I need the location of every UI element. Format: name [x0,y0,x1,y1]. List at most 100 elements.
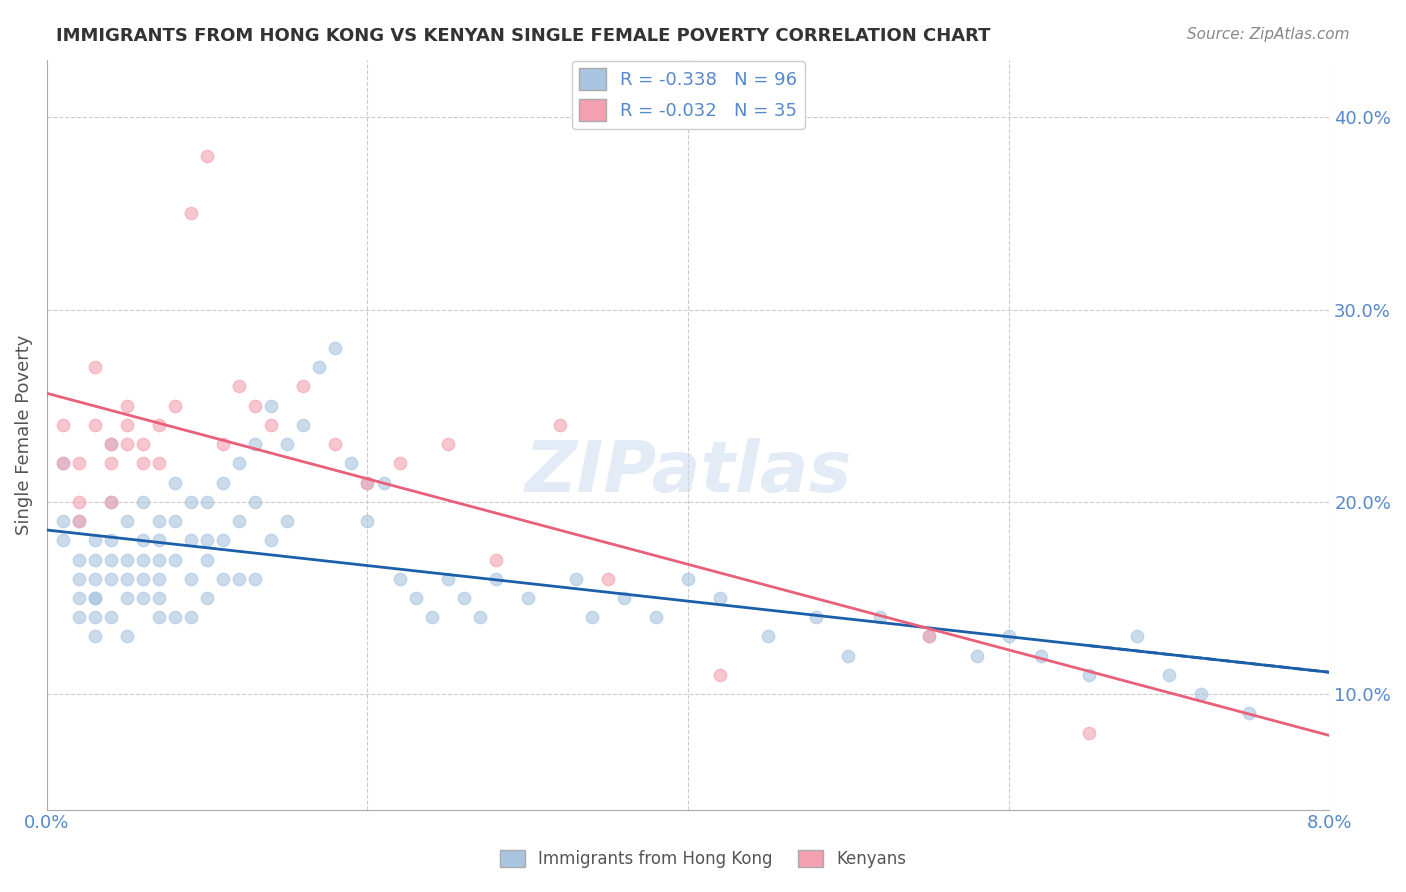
Point [645,610,668,624]
Text: IMMIGRANTS FROM HONG KONG VS KENYAN SINGLE FEMALE POVERTY CORRELATION CHART: IMMIGRANTS FROM HONG KONG VS KENYAN SING… [56,27,991,45]
Point [115,572,138,586]
Point [373,475,395,490]
Point [325,341,347,355]
Point [195,149,218,163]
Point [84,591,107,605]
Point [453,591,475,605]
Point [245,495,267,509]
Point [260,399,283,413]
Point [148,417,170,432]
Point [100,495,122,509]
Point [260,417,283,432]
Point [148,457,170,471]
Point [308,360,330,375]
Point [917,630,939,644]
Point [260,533,283,548]
Point [180,495,202,509]
Point [84,360,107,375]
Point [115,591,138,605]
Point [52,514,75,528]
Point [212,475,235,490]
Point [195,495,218,509]
Point [228,379,250,393]
Point [340,457,363,471]
Point [180,610,202,624]
Point [52,457,75,471]
Point [67,572,90,586]
Legend: Immigrants from Hong Kong, Kenyans: Immigrants from Hong Kong, Kenyans [494,843,912,875]
Point [84,417,107,432]
Text: ZIPatlas: ZIPatlas [524,438,852,507]
Point [100,572,122,586]
Point [997,630,1019,644]
Point [195,552,218,566]
Point [596,572,619,586]
Point [52,417,75,432]
Point [276,437,298,451]
Y-axis label: Single Female Poverty: Single Female Poverty [15,334,32,535]
Point [485,572,508,586]
Point [180,572,202,586]
Point [245,399,267,413]
Point [115,630,138,644]
Point [148,533,170,548]
Point [132,572,155,586]
Point [276,514,298,528]
Point [709,591,731,605]
Point [565,572,588,586]
Point [148,552,170,566]
Point [84,630,107,644]
Point [165,514,187,528]
Point [165,610,187,624]
Point [84,533,107,548]
Point [115,437,138,451]
Point [115,417,138,432]
Point [165,552,187,566]
Point [245,437,267,451]
Point [388,457,411,471]
Point [228,457,250,471]
Point [228,572,250,586]
Point [115,399,138,413]
Point [132,495,155,509]
Point [100,437,122,451]
Point [67,610,90,624]
Point [100,552,122,566]
Point [420,610,443,624]
Point [100,437,122,451]
Point [67,514,90,528]
Point [195,591,218,605]
Point [709,668,731,682]
Point [917,630,939,644]
Point [132,437,155,451]
Legend: R = -0.338   N = 96, R = -0.032   N = 35: R = -0.338 N = 96, R = -0.032 N = 35 [572,62,804,128]
Point [100,533,122,548]
Point [388,572,411,586]
Point [436,437,458,451]
Point [180,206,202,220]
Point [165,475,187,490]
Point [212,437,235,451]
Point [212,572,235,586]
Point [1189,687,1212,701]
Point [100,610,122,624]
Point [84,552,107,566]
Point [485,552,508,566]
Point [148,572,170,586]
Point [806,610,828,624]
Point [405,591,427,605]
Point [148,591,170,605]
Point [132,591,155,605]
Point [100,457,122,471]
Point [84,610,107,624]
Point [148,514,170,528]
Point [1077,725,1099,739]
Point [115,514,138,528]
Point [837,648,859,663]
Point [468,610,491,624]
Point [966,648,988,663]
Point [325,437,347,451]
Point [212,533,235,548]
Point [67,457,90,471]
Point [292,417,315,432]
